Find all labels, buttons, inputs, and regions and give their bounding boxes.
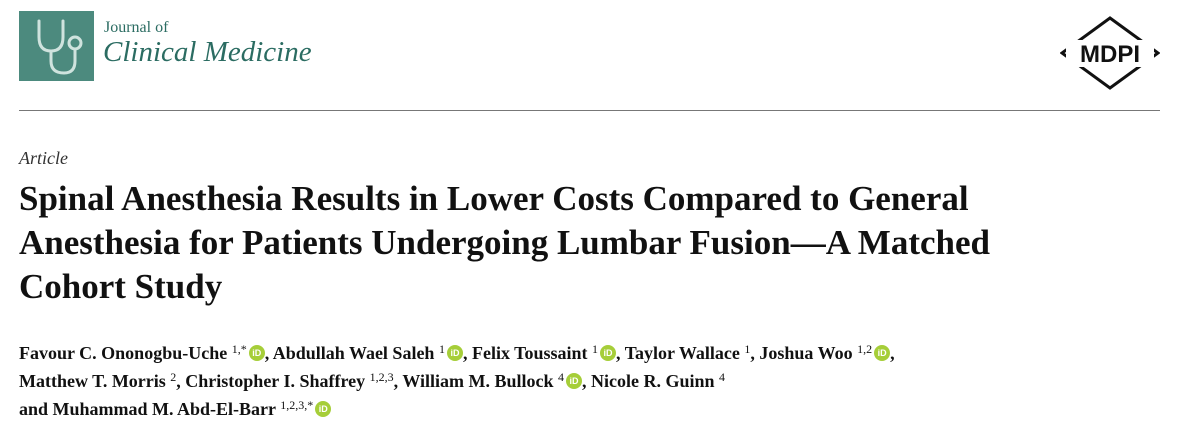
author-separator: , <box>393 371 403 391</box>
affiliation-marker: 1,2,3,* <box>280 398 314 412</box>
author: Felix Toussaint 1, <box>472 343 625 363</box>
affiliation-marker: 1,* <box>231 342 247 356</box>
author-name: Taylor Wallace <box>624 343 745 363</box>
article-title: Spinal Anesthesia Results in Lower Costs… <box>19 177 1179 309</box>
orcid-icon[interactable] <box>248 345 265 361</box>
orcid-icon[interactable] <box>600 345 616 361</box>
affiliation-marker: 1,2,3 <box>369 370 394 384</box>
author: Favour C. Ononogbu-Uche 1,*, <box>19 343 273 363</box>
author-separator: , <box>890 343 895 363</box>
affiliation-marker: 4 <box>719 370 726 384</box>
journal-name-line2: Clinical Medicine <box>103 36 312 68</box>
author-line: Favour C. Ononogbu-Uche 1,*, Abdullah Wa… <box>19 339 1189 367</box>
title-line: Cohort Study <box>19 267 223 306</box>
author-separator: , <box>582 371 592 391</box>
author-name: William M. Bullock <box>402 371 559 391</box>
author: Matthew T. Morris 2, <box>19 371 185 391</box>
author-separator: , <box>264 343 273 363</box>
author-name: Abdullah Wael Saleh <box>272 343 439 363</box>
affiliation-marker: 1 <box>592 342 598 356</box>
affiliation-marker: 1 <box>744 342 751 356</box>
orcid-icon[interactable] <box>566 373 583 389</box>
author: William M. Bullock 4, <box>402 371 591 391</box>
affiliation-marker: 1,2 <box>857 342 873 356</box>
author-name: Joshua Woo <box>759 343 858 363</box>
header-divider <box>19 110 1160 111</box>
orcid-icon[interactable] <box>874 345 891 361</box>
affiliation-marker: 4 <box>558 370 565 384</box>
author-separator: , <box>750 343 760 363</box>
author-name: Nicole R. Guinn <box>591 371 720 391</box>
publisher-label: MDPI <box>1080 41 1140 68</box>
author: Joshua Woo 1,2, <box>759 343 894 363</box>
stethoscope-icon <box>37 19 83 75</box>
journal-name-line1: Journal of <box>104 19 169 36</box>
author-name: Felix Toussaint <box>471 343 592 363</box>
author-name: and Muhammad M. Abd-El-Barr <box>19 399 281 419</box>
orcid-icon[interactable] <box>315 401 332 417</box>
author: Nicole R. Guinn 4 <box>591 371 725 391</box>
author-line: and Muhammad M. Abd-El-Barr 1,2,3,* <box>19 395 1189 423</box>
author-separator: , <box>176 371 186 391</box>
author: Abdullah Wael Saleh 1, <box>273 343 472 363</box>
author-separator: , <box>462 343 472 363</box>
author-name: Favour C. Ononogbu-Uche <box>19 343 232 363</box>
author: Christopher I. Shaffrey 1,2,3, <box>185 371 402 391</box>
article-type: Article <box>19 148 68 168</box>
author-separator: , <box>616 343 625 363</box>
author-name: Christopher I. Shaffrey <box>185 371 370 391</box>
author: Taylor Wallace 1, <box>625 343 760 363</box>
author-line: Matthew T. Morris 2, Christopher I. Shaf… <box>19 367 1189 395</box>
affiliation-marker: 2 <box>170 370 177 384</box>
mdpi-logo: MDPI <box>1060 16 1160 90</box>
author-list: Favour C. Ononogbu-Uche 1,*, Abdullah Wa… <box>19 339 1189 423</box>
journal-logo <box>19 11 94 81</box>
affiliation-marker: 1 <box>438 342 445 356</box>
author: and Muhammad M. Abd-El-Barr 1,2,3,* <box>19 398 332 419</box>
orcid-icon[interactable] <box>446 345 463 361</box>
title-line: Spinal Anesthesia Results in Lower Costs… <box>19 179 969 218</box>
title-line: Anesthesia for Patients Undergoing Lumba… <box>19 223 990 262</box>
author-name: Matthew T. Morris <box>19 371 171 391</box>
